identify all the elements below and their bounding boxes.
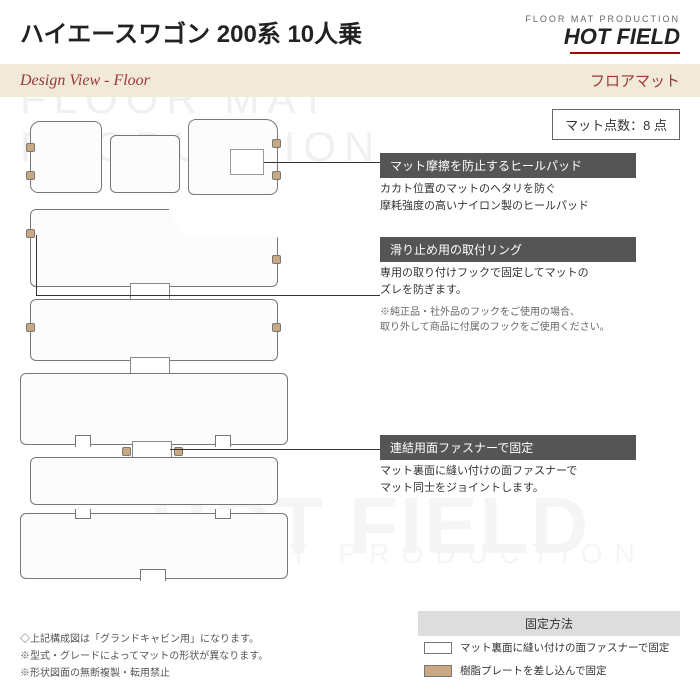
mount-ring <box>26 171 35 180</box>
subheader-right: フロアマット <box>590 70 680 91</box>
mat-notch <box>75 435 91 447</box>
mount-ring <box>272 171 281 180</box>
mat-notch <box>215 509 231 519</box>
subheader-left: Design View - Floor <box>20 72 150 90</box>
leader-line <box>36 295 380 296</box>
footnote-line: ※形状図面の無断複製・転用禁止 <box>20 665 268 682</box>
mount-ring <box>272 139 281 148</box>
mat-notch <box>75 509 91 519</box>
footnote-line: ◇上記構成図は「グランドキャビン用」になります。 <box>20 631 268 648</box>
mount-ring <box>26 229 35 238</box>
mat-notch <box>140 569 166 581</box>
footnote-line: ※型式・グレードによってマットの形状が異なります。 <box>20 648 268 665</box>
legend-row: マット裏面に縫い付けの面ファスナーで固定 <box>418 636 680 659</box>
callout-fastener-text: マット裏面に縫い付けの面ファスナーで マット同士をジョイントします。 <box>380 463 660 496</box>
header: ハイエースワゴン 200系 10人乗 FLOOR MAT PRODUCTION … <box>0 0 700 60</box>
mount-ring <box>26 323 35 332</box>
legend-label: 樹脂プレートを差し込んで固定 <box>460 663 606 678</box>
mount-ring <box>272 255 281 264</box>
callout-fastener-label: 連結用面ファスナーで固定 <box>380 435 636 460</box>
mat-row4 <box>20 373 288 445</box>
brand-logo: FLOOR MAT PRODUCTION HOT FIELD <box>525 14 680 54</box>
mat-notch <box>215 435 231 447</box>
legend: 固定方法 マット裏面に縫い付けの面ファスナーで固定 樹脂プレートを差し込んで固定 <box>418 611 680 682</box>
mount-ring <box>272 323 281 332</box>
leader-line <box>170 449 380 450</box>
page-title: ハイエースワゴン 200系 10人乗 <box>20 14 362 49</box>
legend-label: マット裏面に縫い付けの面ファスナーで固定 <box>460 640 669 655</box>
floor-diagram: マット摩擦を防止するヒールパッド カカト位置のマットのヘタリを防ぐ 摩耗強度の高… <box>20 109 680 585</box>
subheader: Design View - Floor フロアマット <box>0 64 700 97</box>
mount-ring <box>122 447 131 456</box>
brand-subtitle: FLOOR MAT PRODUCTION <box>525 14 680 24</box>
callout-ring-note: ※純正品・社外品のフックをご使用の場合、 取り外して商品に付属のフックをご使用く… <box>380 305 660 335</box>
legend-row: 樹脂プレートを差し込んで固定 <box>418 659 680 682</box>
leader-line <box>36 235 37 295</box>
footnotes: ◇上記構成図は「グランドキャビン用」になります。 ※型式・グレードによってマット… <box>20 631 268 682</box>
brand-underline <box>570 52 680 54</box>
callout-ring-text: 専用の取り付けフックで固定してマットの ズレを防ぎます。 <box>380 265 660 298</box>
mat-row3 <box>30 299 278 361</box>
callout-heel-label: マット摩擦を防止するヒールパッド <box>380 153 636 178</box>
legend-title: 固定方法 <box>418 611 680 636</box>
leader-line <box>264 162 380 163</box>
callout-ring-label: 滑り止め用の取付リング <box>380 237 636 262</box>
mat-row2 <box>30 209 278 287</box>
mat-front-left <box>30 121 102 193</box>
mat-front-center <box>110 135 180 193</box>
brand-name: HOT FIELD <box>525 24 680 50</box>
mount-ring <box>26 143 35 152</box>
legend-swatch-white <box>424 642 452 654</box>
callout-heel-text: カカト位置のマットのヘタリを防ぐ 摩耗強度の高いナイロン製のヒールパッド <box>380 181 650 214</box>
heel-pad <box>230 149 264 175</box>
mat-row5 <box>30 457 278 505</box>
legend-swatch-tan <box>424 665 452 677</box>
